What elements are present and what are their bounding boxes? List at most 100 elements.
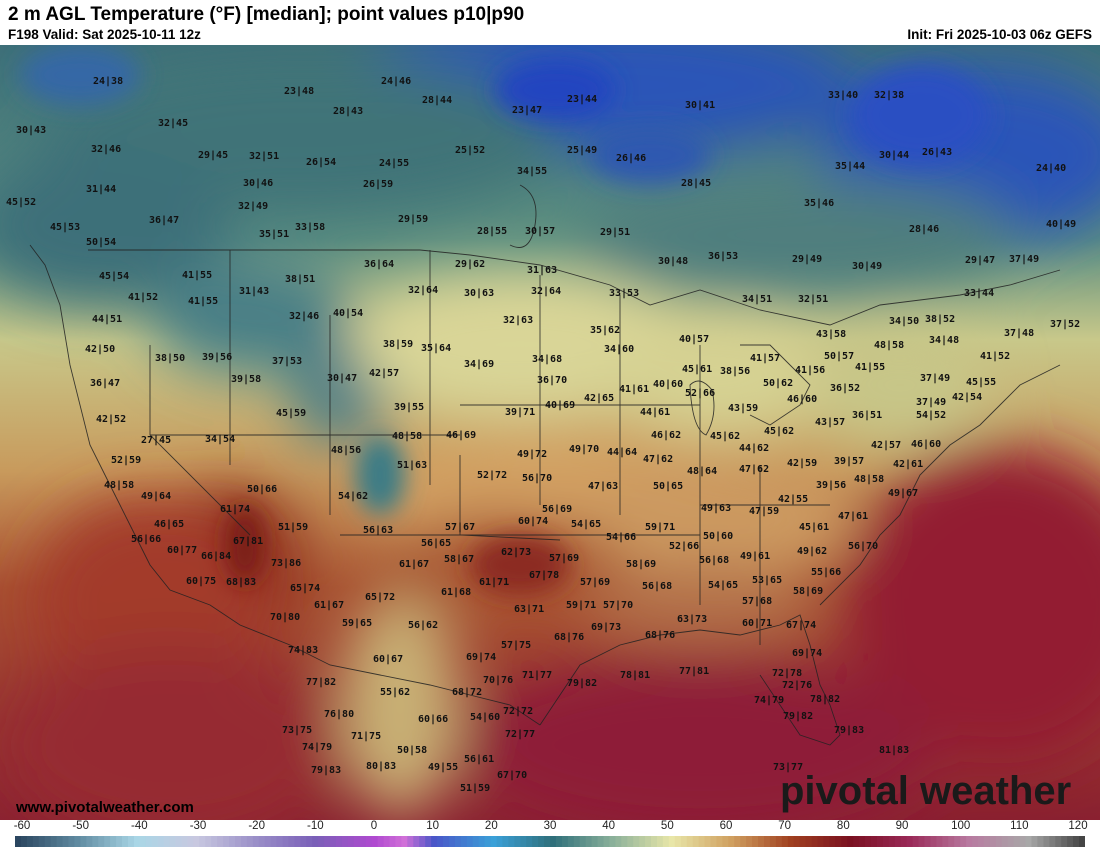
point-value-label: 56|70 — [522, 473, 553, 484]
colorbar-segment — [234, 836, 242, 847]
point-value-label: 78|81 — [620, 670, 651, 681]
colorbar-segment — [764, 836, 771, 847]
colorbar-segment — [841, 836, 848, 847]
colorbar-segment — [597, 836, 605, 847]
point-value-label: 43|57 — [815, 417, 846, 428]
colorbar-segment — [205, 836, 212, 847]
point-value-label: 40|54 — [333, 308, 364, 319]
point-value-label: 60|75 — [186, 576, 217, 587]
colorbar-segment — [799, 836, 807, 847]
colorbar-segment — [954, 836, 961, 847]
point-value-label: 41|55 — [182, 270, 213, 281]
point-value-label: 37|52 — [1050, 319, 1081, 330]
point-value-label: 42|54 — [952, 392, 983, 403]
point-value-label: 36|51 — [852, 410, 883, 421]
point-value-label: 26|46 — [616, 153, 647, 164]
point-value-label: 39|55 — [394, 402, 425, 413]
point-value-label: 47|62 — [739, 464, 770, 475]
point-value-label: 54|65 — [571, 519, 602, 530]
colorbar-segment — [20, 836, 28, 847]
colorbar-segment — [377, 836, 385, 847]
colorbar-segment — [490, 836, 498, 847]
colorbar-segment — [240, 836, 248, 847]
colorbar-segment — [92, 836, 99, 847]
point-value-label: 41|57 — [750, 353, 781, 364]
colorbar-segment — [859, 836, 866, 847]
website-url[interactable]: www.pivotalweather.com — [16, 799, 194, 816]
colorbar-segment — [86, 836, 93, 847]
temperature-map: 24|38 23|48 24|46 28|44 23|47 23|44 30|41 33|40… — [0, 45, 1100, 820]
colorbar-segment — [353, 836, 361, 847]
colorbar-segment — [865, 836, 872, 847]
point-value-label: 47|61 — [838, 511, 869, 522]
point-value-label: 39|56 — [202, 352, 233, 363]
colorbar-segment — [716, 836, 723, 847]
colorbar-segment — [359, 836, 367, 847]
point-value-label: 73|75 — [282, 725, 313, 736]
point-value-label: 28|44 — [422, 95, 453, 106]
colorbar-segment — [876, 836, 884, 847]
colorbar-segment — [710, 836, 718, 847]
colorbar-segment — [966, 836, 973, 847]
point-value-label: 30|46 — [243, 178, 274, 189]
point-value-label: 31|43 — [239, 286, 270, 297]
colorbar-segment — [817, 836, 825, 847]
point-value-label: 29|49 — [792, 254, 823, 265]
point-value-label: 47|62 — [643, 454, 674, 465]
point-value-label: 32|45 — [158, 118, 189, 129]
point-value-label: 27|45 — [141, 435, 172, 446]
point-value-label: 50|66 — [247, 484, 278, 495]
point-value-label: 30|43 — [16, 125, 47, 136]
point-value-label: 54|65 — [708, 580, 739, 591]
point-value-label: 44|64 — [607, 447, 638, 458]
colorbar-segment — [847, 836, 854, 847]
point-value-label: 50|54 — [86, 237, 117, 248]
point-value-label: 42|65 — [584, 393, 615, 404]
colorbar-segment — [924, 836, 932, 847]
point-value-label: 28|43 — [333, 106, 364, 117]
colorbar-segment — [145, 836, 153, 847]
point-value-label: 25|52 — [455, 145, 486, 156]
colorbar-segment — [674, 836, 682, 847]
header: 2 m AGL Temperature (°F) [median]; point… — [0, 0, 1100, 45]
scale-tick-label: -20 — [248, 820, 265, 832]
colorbar-segment — [181, 836, 188, 847]
point-value-label: 77|81 — [679, 666, 710, 677]
point-value-label: 67|78 — [529, 570, 560, 581]
point-value-label: 36|47 — [90, 378, 121, 389]
point-value-label: 33|44 — [964, 288, 995, 299]
point-value-label: 56|70 — [848, 541, 879, 552]
point-value-label: 49|70 — [569, 444, 600, 455]
map-title: 2 m AGL Temperature (°F) [median]; point… — [8, 4, 525, 25]
point-value-label: 30|57 — [525, 226, 556, 237]
point-value-label: 43|59 — [728, 403, 759, 414]
point-value-label: 60|71 — [742, 618, 773, 629]
point-value-label: 69|73 — [591, 622, 622, 633]
point-value-label: 56|68 — [699, 555, 730, 566]
point-value-label: 74|83 — [288, 645, 319, 656]
colorbar-segment — [68, 836, 76, 847]
colorbar-segment — [175, 836, 183, 847]
point-value-label: 63|71 — [514, 604, 545, 615]
point-value-label: 38|59 — [383, 339, 414, 350]
point-value-label: 65|74 — [290, 583, 321, 594]
scale-tick-label: 50 — [660, 820, 674, 832]
point-value-label: 41|55 — [188, 296, 219, 307]
point-value-label: 60|77 — [167, 545, 198, 556]
colorbar-segment — [698, 836, 706, 847]
colorbar-segment — [740, 836, 747, 847]
colorbar-segment — [187, 836, 194, 847]
map-canvas — [0, 45, 1100, 820]
point-value-label: 54|62 — [338, 491, 369, 502]
point-value-label: 42|52 — [96, 414, 127, 425]
colorbar-segment — [139, 836, 147, 847]
colorbar-segment — [1037, 836, 1044, 847]
point-value-label: 26|54 — [306, 157, 337, 168]
colorbar-segment — [407, 836, 414, 847]
point-value-label: 60|67 — [373, 654, 404, 665]
colorbar-segment — [116, 836, 123, 847]
colorbar-segment — [122, 836, 129, 847]
colorbar-segment — [1001, 836, 1009, 847]
colorbar-segment — [1079, 836, 1085, 847]
colorbar-segment — [550, 836, 557, 847]
